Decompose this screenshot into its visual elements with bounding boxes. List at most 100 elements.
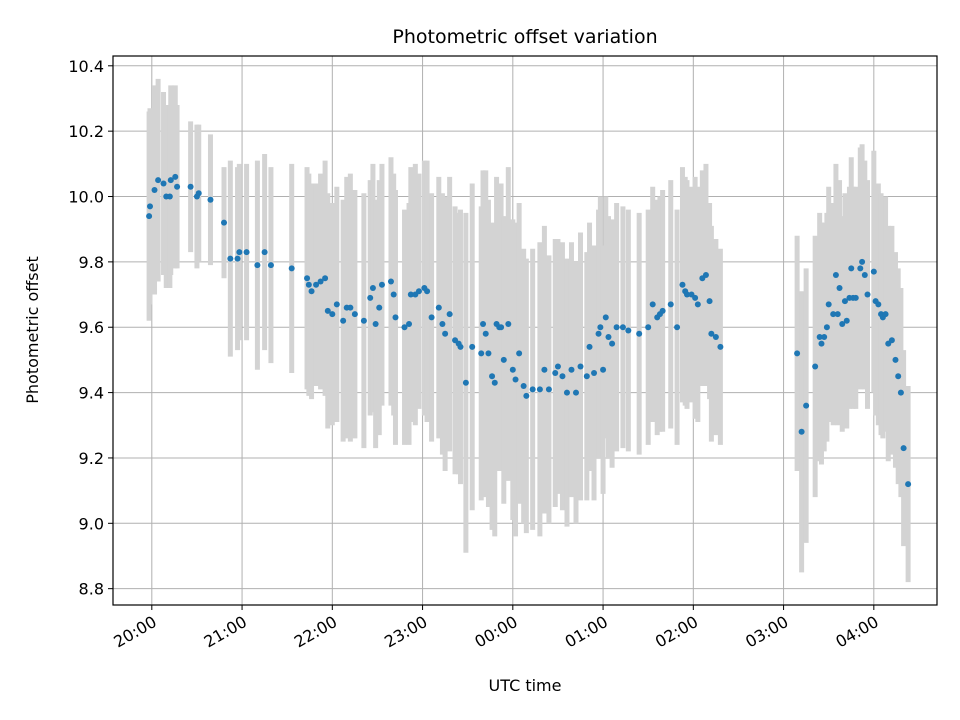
data-point xyxy=(536,386,543,393)
data-point xyxy=(324,307,331,314)
data-point xyxy=(288,265,295,272)
data-points xyxy=(146,173,912,488)
data-point xyxy=(597,324,604,331)
data-point xyxy=(505,320,512,327)
data-point xyxy=(376,304,383,311)
y-axis-label: Photometric offset xyxy=(23,256,42,404)
data-point xyxy=(234,255,241,262)
x-axis-label: UTC time xyxy=(489,676,562,695)
data-point xyxy=(333,301,340,308)
data-point xyxy=(702,271,709,278)
data-point xyxy=(439,320,446,327)
data-point xyxy=(485,350,492,357)
data-point xyxy=(712,334,719,341)
data-point xyxy=(195,190,202,197)
data-point xyxy=(147,203,154,210)
data-point xyxy=(816,334,823,341)
data-point xyxy=(839,320,846,327)
data-point xyxy=(577,363,584,370)
data-point xyxy=(520,383,527,390)
data-point xyxy=(305,281,312,288)
data-point xyxy=(308,288,315,295)
data-point xyxy=(568,366,575,373)
data-point xyxy=(498,324,505,331)
data-point xyxy=(424,288,431,295)
data-point xyxy=(841,298,848,305)
data-point xyxy=(821,334,828,341)
data-point xyxy=(541,366,548,373)
data-point xyxy=(609,340,616,347)
y-tick-label: 8.8 xyxy=(79,580,104,599)
data-point xyxy=(834,311,841,318)
data-point xyxy=(236,249,243,256)
data-point xyxy=(825,301,832,308)
data-point xyxy=(857,265,864,272)
data-point xyxy=(442,330,449,337)
plot-area-frame xyxy=(112,55,938,606)
data-point xyxy=(469,343,476,350)
data-point xyxy=(207,196,214,203)
data-point xyxy=(160,180,167,187)
data-point xyxy=(625,327,632,334)
data-point xyxy=(261,249,268,256)
data-point xyxy=(529,386,536,393)
data-point xyxy=(888,337,895,344)
data-point xyxy=(870,268,877,275)
data-point xyxy=(818,340,825,347)
data-point xyxy=(600,366,607,373)
data-point xyxy=(583,373,590,380)
data-point xyxy=(428,314,435,321)
data-point xyxy=(509,366,516,373)
data-point xyxy=(649,301,656,308)
data-point xyxy=(645,324,652,331)
data-point xyxy=(843,317,850,324)
data-point xyxy=(390,291,397,298)
data-point xyxy=(392,314,399,321)
data-point xyxy=(372,320,379,327)
data-point xyxy=(895,373,902,380)
y-tick-label: 10.4 xyxy=(68,57,104,76)
data-point xyxy=(360,317,367,324)
data-point xyxy=(401,324,408,331)
data-point xyxy=(679,281,686,288)
data-point xyxy=(823,324,830,331)
data-point xyxy=(167,177,174,184)
data-point xyxy=(351,311,358,318)
data-point xyxy=(619,324,626,331)
data-point xyxy=(457,343,464,350)
data-point xyxy=(166,193,173,200)
data-point xyxy=(552,369,559,376)
data-point xyxy=(329,311,336,318)
data-point xyxy=(636,330,643,337)
data-point xyxy=(367,294,374,301)
y-tick-label: 9.4 xyxy=(79,384,104,403)
data-point xyxy=(591,369,598,376)
data-point xyxy=(480,320,487,327)
data-point xyxy=(684,291,691,298)
data-point xyxy=(706,298,713,305)
y-axis-ticks: 8.8 9.0 9.2 9.4 9.6 9.8 10.0 10.2 10.4 xyxy=(68,57,113,599)
data-point xyxy=(832,271,839,278)
data-point xyxy=(900,445,907,452)
data-point xyxy=(512,376,519,383)
data-point xyxy=(667,301,674,308)
y-tick-label: 9.2 xyxy=(79,449,104,468)
data-point xyxy=(803,402,810,409)
data-point xyxy=(859,258,866,265)
y-tick-label: 9.0 xyxy=(79,514,104,533)
data-point xyxy=(897,389,904,396)
y-tick-label: 9.6 xyxy=(79,318,104,337)
data-point xyxy=(221,219,228,226)
data-point xyxy=(172,173,179,180)
data-point xyxy=(489,373,496,380)
data-point xyxy=(905,481,912,488)
data-point xyxy=(848,265,855,272)
data-point xyxy=(254,262,261,269)
data-point xyxy=(892,356,899,363)
data-point xyxy=(267,262,274,269)
data-point xyxy=(694,301,701,308)
data-point xyxy=(708,330,715,337)
y-tick-label: 10.2 xyxy=(68,122,104,141)
data-point xyxy=(830,311,837,318)
